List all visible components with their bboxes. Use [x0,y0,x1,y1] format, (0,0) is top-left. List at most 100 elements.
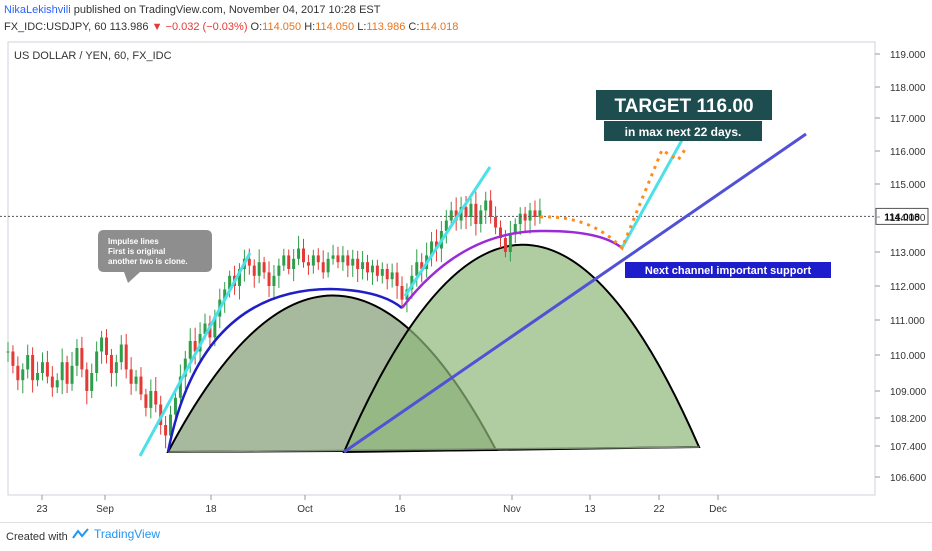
note-line-2: First is original [108,247,165,256]
candle-body [316,255,320,263]
candle-body [154,391,158,405]
candle-body [31,355,35,381]
price-chart[interactable]: US DOLLAR / YEN, 60, FX_IDC 114.018 106.… [0,40,932,522]
impulse-line-2 [403,166,492,297]
candle-body [173,397,177,415]
target-sub: in max next 22 days. [625,125,742,139]
change-label: ▼ −0.032 (−0.03%) [151,21,248,33]
created-with-label: Created with [6,531,68,543]
candle-body [213,316,217,338]
candle-body [139,376,143,395]
domes [166,243,701,454]
candle-body [105,337,108,355]
x-tick-label: 23 [36,504,48,515]
candle-body [16,365,20,381]
candle-body [331,255,335,259]
candle-body [144,394,148,408]
candle-body [60,362,64,381]
candle-body [21,369,25,381]
publish-info: NikaLekishvili published on TradingView.… [4,4,380,16]
candle-body [36,373,40,381]
candle-body [287,255,291,269]
candle-body [494,217,498,228]
close-value: 114.018 [419,21,459,33]
y-tick-label: 116.000 [890,147,926,158]
candle-body [257,262,261,276]
high-value: 114.050 [315,21,355,33]
y-tick-label: 118.000 [890,83,926,94]
note-text: Impulse lines First is original another … [108,237,188,266]
support-box [625,262,831,278]
candle-body [129,369,133,384]
tradingview-label: TradingView [94,527,161,541]
candle-body [336,255,340,263]
candle-body [26,355,30,370]
candle-body [124,344,128,370]
candle-body [518,213,522,224]
x-tick-label: 16 [394,504,406,515]
y-tick-label: 117.000 [890,114,926,125]
candle-body [188,341,192,359]
candle-body [252,265,256,276]
candle-body [40,362,44,373]
x-tick-label: Nov [503,504,521,515]
candle-body [375,265,379,276]
author-link[interactable]: NikaLekishvili [4,4,71,16]
low-label: L: [357,21,367,33]
candle-body [282,255,286,266]
candle-body [55,380,59,388]
candle-body [356,258,360,269]
candle-body [208,323,212,338]
tradingview-brand[interactable]: TradingView [72,527,160,541]
candle-body [533,210,537,217]
candle-body [134,376,138,384]
candle-body [193,341,197,352]
y-tick-label: 107.400 [890,442,927,453]
y-tick-label: 112.000 [890,282,926,293]
y-tick-label: 113.000 [890,248,926,259]
candle-body [508,234,512,252]
candle-body [444,220,448,231]
dome-base-line [167,446,700,453]
candle-body [523,213,527,221]
candle-body [169,414,173,436]
candle-body [114,362,118,373]
y-tick-label: 106.600 [890,473,927,484]
footer: Created with TradingView [0,522,932,551]
open-value: 114.050 [262,21,302,33]
last-price-box [875,207,929,225]
support-text: Next channel important support [645,265,812,277]
x-axis: 23 Sep 18 Oct 16 Nov 13 22 Dec [36,495,727,515]
y-tick-label: 109.000 [890,387,927,398]
candle-body [164,425,168,436]
candle-body [6,351,10,353]
candle-body [400,286,404,300]
candle-body [385,269,389,280]
candle-body [90,373,94,391]
last-price-label: 113.986 [109,21,149,33]
candle-body [434,241,438,249]
candle-body [366,262,370,273]
channel-support-line [343,132,807,454]
candle-body [410,275,414,290]
x-tick-label: Oct [297,504,313,515]
candle-body [538,210,542,217]
last-price-tag: 114.018 [884,212,920,223]
candle-body [464,207,468,217]
note-line-1: Impulse lines [108,237,159,246]
y-tick-label: 115.000 [890,180,926,191]
candle-body [479,210,483,224]
candle-body [528,210,532,221]
candle-body [351,258,355,266]
symbol-label: FX_IDC:USDJPY, 60 [4,21,107,33]
x-tick-label: Dec [709,504,727,515]
x-tick-label: Sep [96,504,114,515]
candle-body [45,362,49,377]
x-tick-label: 13 [584,504,596,515]
note-bubble [98,230,212,283]
candle-body [277,265,281,276]
candle-body [65,362,69,384]
candle-body [237,269,241,286]
annotations: Impulse lines First is original another … [98,90,831,283]
candle-body [420,262,424,269]
